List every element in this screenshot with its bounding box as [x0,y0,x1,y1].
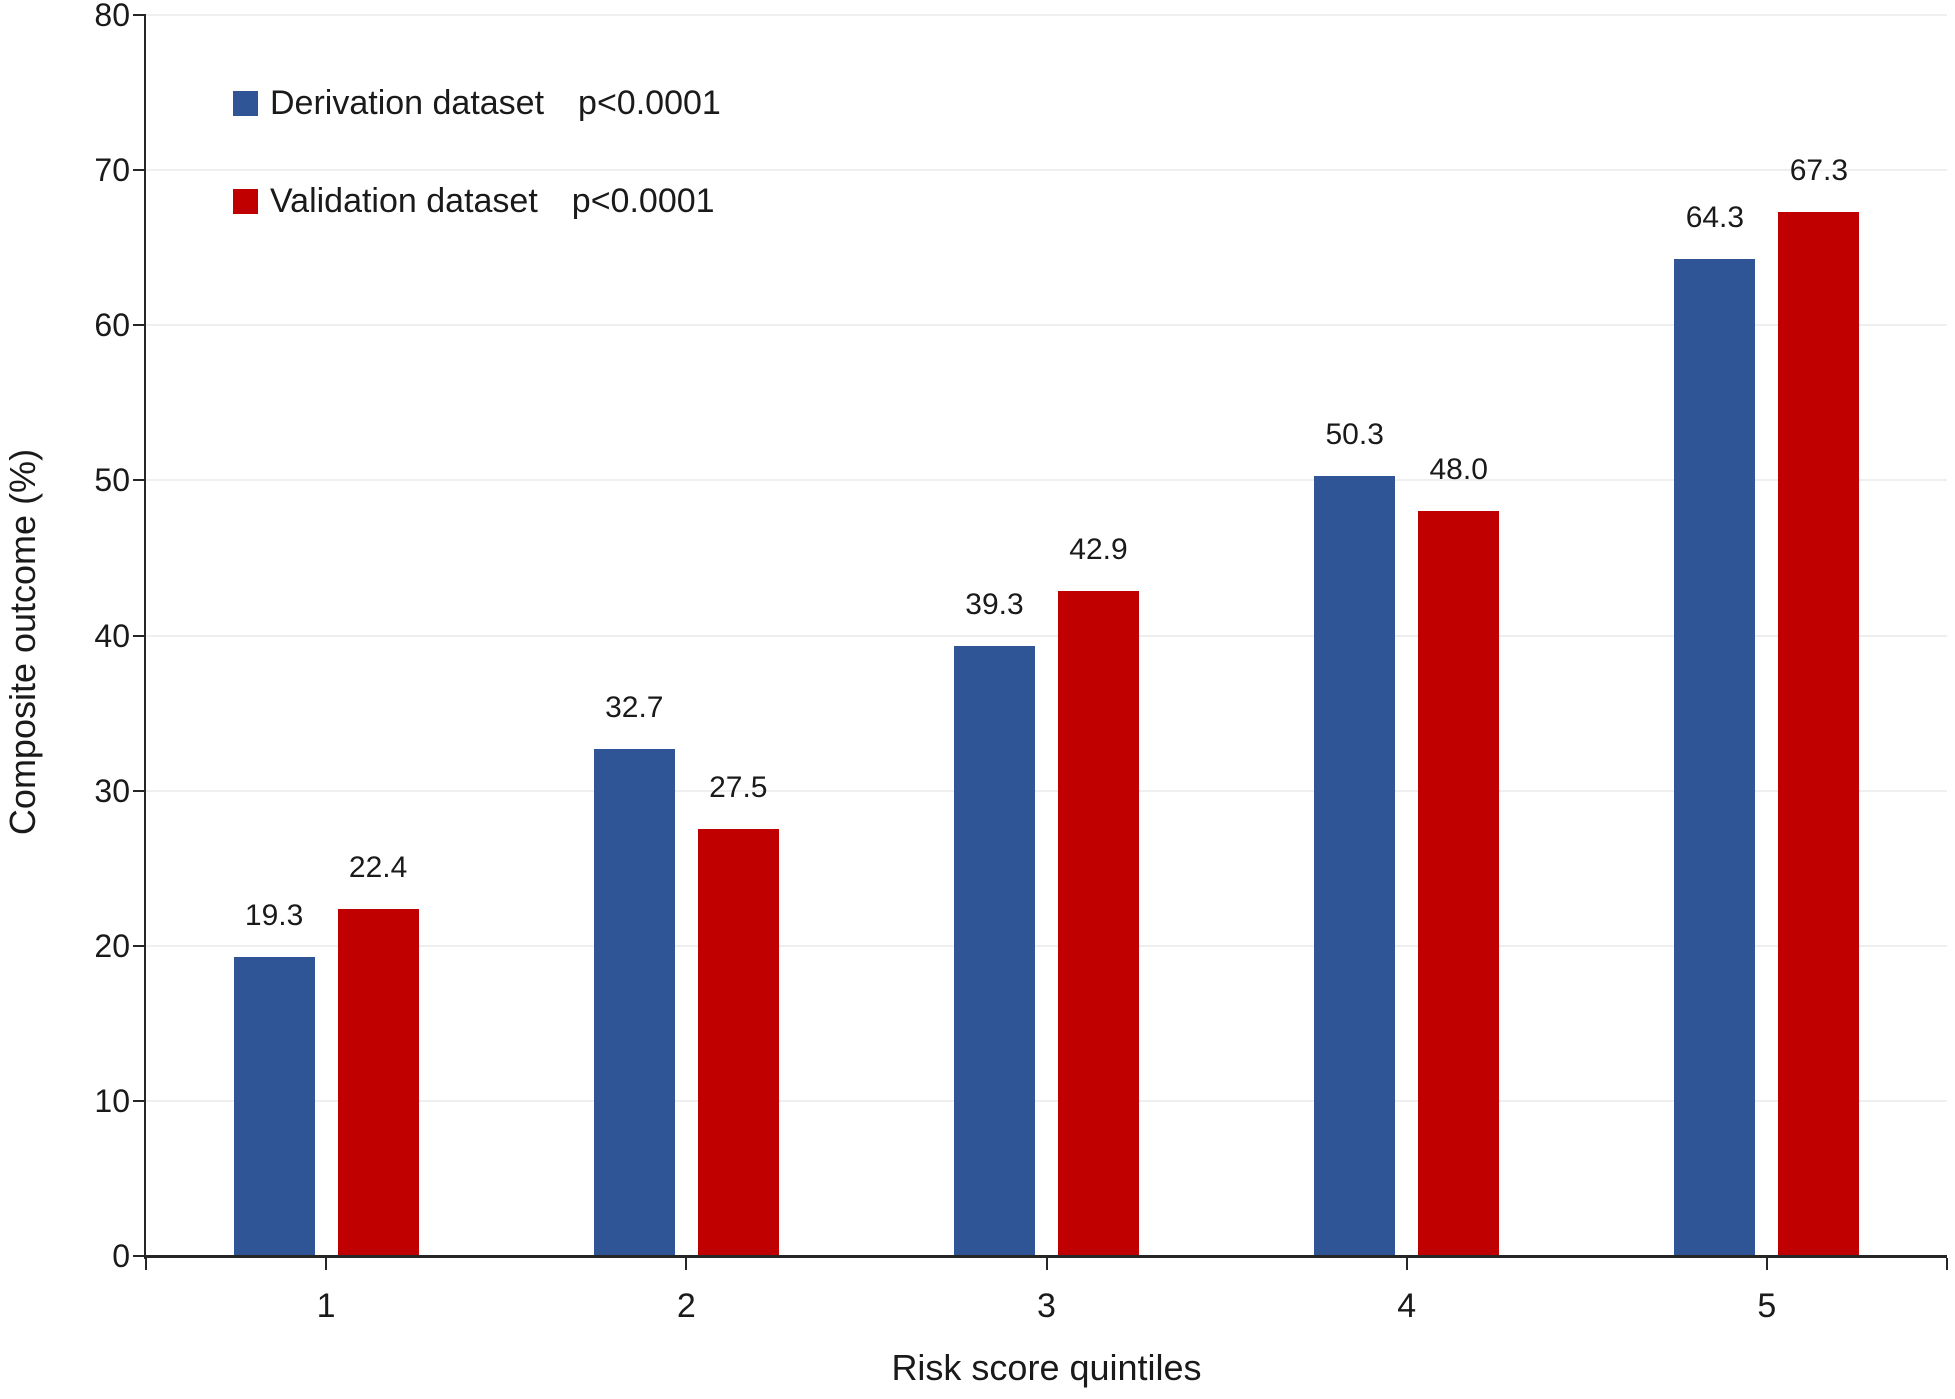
gridline-50 [146,479,1947,482]
gridline-40 [146,634,1947,637]
x-axis-end-tick [145,1258,147,1270]
bar-validation-q3 [1058,590,1139,1256]
gridline-60 [146,324,1947,327]
bar-value-label: 42.9 [1069,532,1128,566]
y-tick [133,479,146,482]
y-tick [133,324,146,327]
legend-series-label: Validation dataset [270,182,538,220]
x-tick-label-2: 2 [676,1287,696,1325]
y-tick [133,1255,146,1257]
y-tick [133,169,146,172]
bar-derivation-q3 [954,646,1035,1256]
bar-value-label: 67.3 [1789,154,1849,187]
x-tick [325,1258,328,1270]
y-tick-label-0: 0 [112,1238,130,1274]
gridline-30 [146,789,1947,792]
x-tick-label-3: 3 [1037,1287,1056,1325]
bar-value-label: 48.0 [1429,453,1488,487]
x-tick-label-4: 4 [1397,1287,1417,1325]
legend-swatch-icon [233,188,258,214]
y-tick [133,14,146,16]
x-axis-end-tick [1946,1258,1948,1270]
bar-validation-q5 [1778,212,1860,1256]
gridline-20 [146,944,1947,947]
bar-value-label: 22.4 [348,850,408,884]
legend-swatch-icon [233,90,258,116]
gridline-80 [146,14,1947,16]
bar-value-label: 27.5 [709,771,768,805]
x-axis-title: Risk score quintiles [891,1347,1202,1388]
x-tick [1045,1258,1048,1270]
gridline-10 [146,1099,1947,1102]
y-tick-label-60: 60 [94,307,130,344]
bar-validation-q2 [697,829,779,1256]
y-tick-label-40: 40 [94,617,130,654]
legend-p-value: p<0.0001 [571,182,715,220]
bar-value-label: 19.3 [244,898,304,932]
x-axis-line [144,1255,1947,1258]
x-tick-label-1: 1 [316,1287,336,1325]
x-tick [1405,1258,1408,1270]
x-tick-label-5: 5 [1757,1287,1777,1325]
y-tick [133,944,146,947]
legend-item-validation: Validation dataset p<0.0001 [233,182,721,220]
y-tick [133,634,146,637]
legend: Derivation dataset p<0.0001 Validation dat… [233,84,721,280]
bar-derivation-q1 [233,956,315,1256]
y-tick-label-10: 10 [94,1082,130,1119]
bar-validation-q1 [337,908,419,1256]
y-tick [133,1099,146,1102]
bar-derivation-q4 [1314,475,1396,1256]
legend-p-value: p<0.0001 [578,84,721,122]
y-tick-label-70: 70 [94,152,130,189]
bar-value-label: 32.7 [605,690,664,724]
legend-series-label: Derivation dataset [270,84,545,122]
x-tick [685,1258,688,1270]
y-tick-label-80: 80 [94,0,130,33]
y-tick-label-50: 50 [94,462,130,499]
y-tick-label-30: 30 [94,772,130,809]
bar-validation-q4 [1418,511,1500,1256]
gridline-70 [146,169,1947,172]
y-axis-line [144,15,146,1259]
bar-value-label: 39.3 [965,588,1024,622]
bar-value-label: 64.3 [1685,200,1745,234]
bar-derivation-q2 [593,748,675,1256]
x-tick [1765,1258,1768,1270]
bar-derivation-q5 [1674,258,1756,1256]
legend-item-derivation: Derivation dataset p<0.0001 [233,84,721,122]
y-tick-label-20: 20 [94,927,130,964]
bar-value-label: 50.3 [1325,417,1384,451]
y-tick [133,789,146,792]
